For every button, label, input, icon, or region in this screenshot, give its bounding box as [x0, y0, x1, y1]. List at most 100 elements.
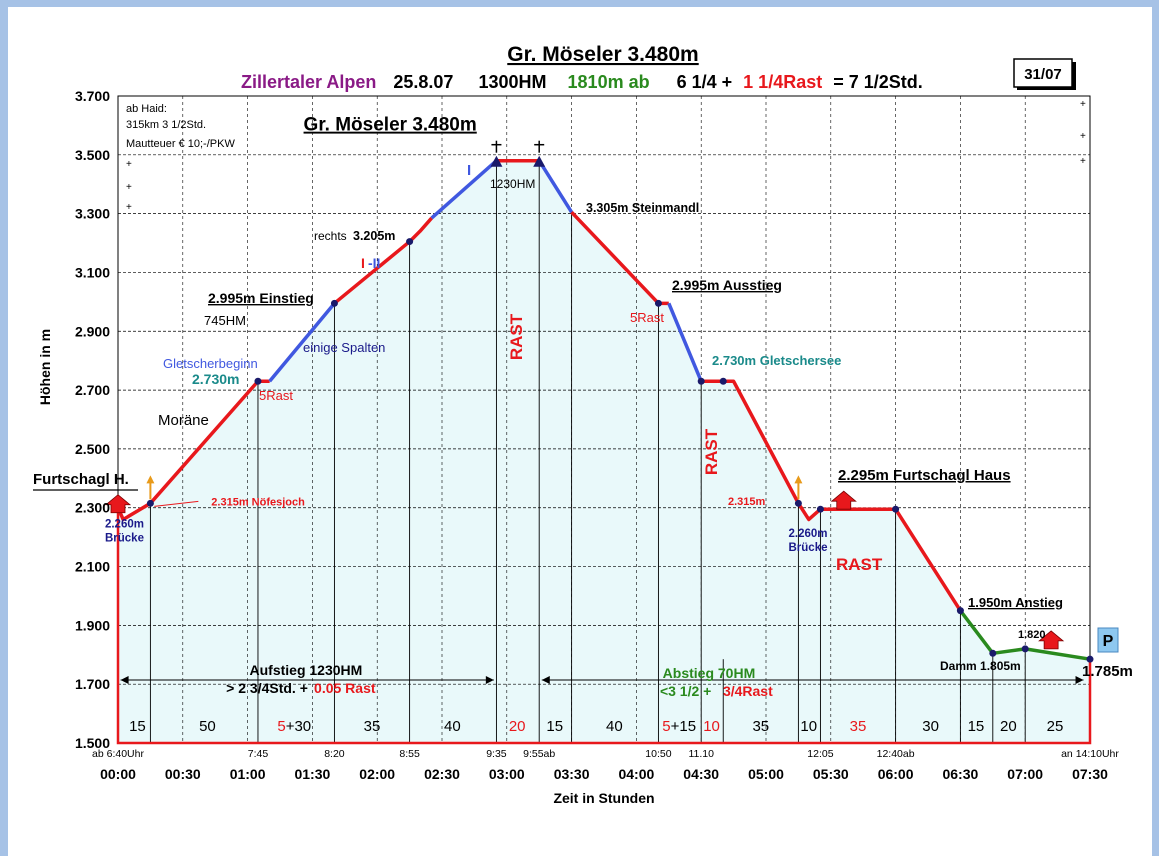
- segment-duration-label: 35: [752, 718, 769, 735]
- label-745hm: 745HM: [204, 313, 246, 328]
- segment-duration-value: +15: [671, 718, 696, 735]
- segment-duration-value: 20: [1000, 718, 1017, 735]
- label-grade-i-upper: I: [467, 162, 471, 179]
- label-gletschersee: 2.730m Gletschersee: [712, 353, 841, 368]
- label-damm: Damm 1.805m: [940, 659, 1021, 673]
- x-tick-label: 06:30: [942, 766, 978, 782]
- label-abstieg: Abstieg 70HM: [663, 665, 756, 681]
- clock-time-label: 11.10: [688, 748, 714, 760]
- label-bridge: Brücke: [105, 532, 144, 544]
- x-tick-label: 01:30: [294, 766, 330, 782]
- label-1820: 1.820: [1018, 629, 1046, 641]
- waypoint-marker: [816, 505, 824, 513]
- waypoint-marker: [654, 299, 662, 307]
- up-arrow-icon: [794, 475, 803, 484]
- plus-mark: +: [126, 159, 132, 170]
- plus-mark: +: [126, 202, 132, 213]
- x-tick-label: 05:00: [748, 766, 784, 782]
- segment-rest-prefix: 5: [662, 718, 670, 735]
- label-1230hm: 1230HM: [490, 177, 535, 191]
- route-note-3: Mautteuer € 10;-/PKW: [126, 138, 235, 150]
- segment-rest-prefix: 5: [277, 718, 285, 735]
- hut-icon: [104, 494, 132, 514]
- y-tick-label: 2.300: [75, 500, 110, 516]
- label-rast-big-1: RAST: [507, 313, 526, 360]
- label-rechts: rechts: [314, 229, 347, 243]
- segment-duration-value: 10: [800, 718, 817, 735]
- clock-time-label: 7:45: [248, 748, 269, 760]
- segment-duration-value: +30: [286, 718, 311, 735]
- badge-shadow: [1072, 62, 1076, 90]
- clock-time-label: 9:35: [486, 748, 507, 760]
- x-tick-label: 02:30: [424, 766, 460, 782]
- segment-duration-value: 30: [922, 718, 939, 735]
- summit-triangle: [533, 155, 546, 167]
- y-tick-label: 3.100: [75, 264, 110, 280]
- segment-duration-label: 35: [850, 718, 867, 735]
- segment-duration-value: 40: [444, 718, 461, 735]
- label-bridge2: Brücke: [789, 542, 828, 554]
- x-tick-label: 07:30: [1072, 766, 1108, 782]
- label-steinmandl: 3.305m Steinmandl: [586, 201, 699, 215]
- segment-duration-label: 40: [444, 718, 461, 735]
- label-furtschagl-haus: 2.295m Furtschagl Haus: [838, 467, 1011, 484]
- x-tick-label: 06:00: [878, 766, 914, 782]
- clock-time-label: 12:40ab: [877, 748, 915, 760]
- segment-duration-value: 35: [752, 718, 769, 735]
- x-tick-label: 05:30: [813, 766, 849, 782]
- profile-segment-1: [268, 302, 336, 383]
- badge-label: 31/07: [1024, 66, 1062, 83]
- subtitle-time-a: 6 1/4 +: [677, 72, 733, 92]
- subtitle-date: 25.8.07: [393, 72, 453, 92]
- profile-segment-7: [667, 302, 703, 382]
- label-2730m: 2.730m: [192, 371, 239, 387]
- y-tick-label: 3.500: [75, 147, 110, 163]
- label-noefesjoch: 2.315m Nöfesjoch: [211, 496, 305, 508]
- waypoint-marker: [1086, 655, 1094, 663]
- segment-duration-value: 35: [850, 718, 867, 735]
- label-moraene: Moräne: [158, 412, 209, 429]
- label-aufstieg-rast: 0.05 Rast: [314, 680, 376, 696]
- segment-duration-label: 5+30: [277, 718, 311, 735]
- segment-duration-label: 10: [800, 718, 817, 735]
- label-rast-big-2: RAST: [702, 428, 721, 475]
- label-rast-5b: 5Rast: [630, 310, 664, 325]
- segment-duration-value: 15: [968, 718, 985, 735]
- label-anstieg: 1.950m Anstieg: [968, 595, 1063, 610]
- x-tick-label: 00:00: [100, 766, 136, 782]
- y-tick-label: 2.500: [75, 441, 110, 457]
- route-note-2: 315km 3 1/2Std.: [126, 119, 206, 131]
- segment-duration-label: 25: [1047, 718, 1064, 735]
- chart-title: Gr. Möseler 3.480m: [507, 43, 698, 66]
- label-abstieg-time: <3 1/2 +: [660, 683, 711, 699]
- waypoint-marker: [719, 377, 727, 385]
- label-abstieg-rast: 3/4Rast: [723, 683, 773, 699]
- label-grade-i: I: [361, 255, 365, 271]
- x-tick-label: 04:00: [618, 766, 654, 782]
- label-aufstieg: Aufstieg 1230HM: [250, 662, 363, 678]
- descent-arrowhead-left: [541, 676, 550, 684]
- red-frame: [116, 507, 1092, 745]
- subtitle-hm-up: 1300HM: [478, 72, 546, 92]
- x-tick-label: 07:00: [1007, 766, 1043, 782]
- y-tick-label: 1.700: [75, 676, 110, 692]
- plus-mark: +: [126, 182, 132, 193]
- pointer-line: [154, 500, 199, 507]
- badge-shadow-bottom: [1017, 87, 1076, 90]
- route-note-1: ab Haid:: [126, 103, 167, 115]
- annotation-layer: 1.500 1.700 1.900 2.100 2.300 2.500 2.700 2.900…: [33, 88, 1133, 782]
- hut-icon: [1038, 630, 1065, 650]
- waypoint-marker: [956, 607, 964, 615]
- plus-mark: +: [1080, 131, 1086, 142]
- clock-time-label: an 14:10Uhr: [1061, 748, 1119, 760]
- clock-time-label: 10:50: [645, 748, 671, 760]
- elevation-profile-chart: Gr. Möseler 3.480m Zillertaler Alpen 25.…: [33, 43, 1133, 806]
- segment-duration-label: 15: [546, 718, 563, 735]
- segment-duration-label: 15: [968, 718, 985, 735]
- subtitle-hm-down: 1810m ab: [568, 72, 650, 92]
- waypoint-marker: [892, 505, 900, 513]
- y-tick-label: 3.700: [75, 88, 110, 104]
- label-furtschagl-hut: Furtschagl H.: [33, 471, 129, 488]
- segment-duration-value: 50: [199, 718, 216, 735]
- parking-sign: [1097, 627, 1119, 653]
